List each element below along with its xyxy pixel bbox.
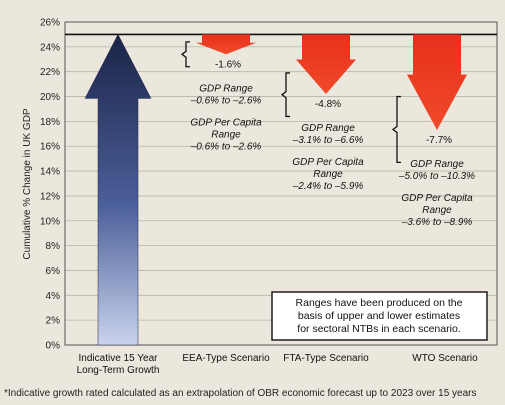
gdp-range-value: –5.0% to –10.3%	[398, 171, 475, 182]
decline-arrow	[196, 34, 256, 55]
x-tick-label: EEA-Type Scenario	[182, 353, 270, 364]
y-tick-label: 4%	[46, 291, 61, 302]
scenario-change-label: -7.7%	[426, 135, 452, 146]
x-tick-label: Long-Term Growth	[77, 365, 160, 376]
y-tick-label: 22%	[40, 67, 60, 78]
per-capita-range-title: Range	[422, 205, 452, 216]
y-tick-label: 8%	[46, 241, 61, 252]
y-tick-label: 14%	[40, 167, 60, 178]
gdp-range-title: GDP Range	[301, 123, 355, 134]
per-capita-range-value: –3.6% to –8.9%	[401, 217, 473, 228]
gdp-range-value: –3.1% to –6.6%	[292, 135, 364, 146]
gdp-range-title: GDP Range	[410, 159, 464, 170]
y-axis-label: Cumulative % Change in UK GDP	[22, 108, 33, 260]
y-tick-label: 26%	[40, 18, 60, 29]
range-bracket	[280, 72, 290, 118]
gdp-range-value: –0.6% to –2.6%	[190, 95, 262, 106]
range-bracket	[391, 95, 401, 164]
y-tick-label: 24%	[40, 42, 60, 53]
y-tick-label: 10%	[40, 216, 60, 227]
per-capita-range-title: Range	[211, 129, 241, 140]
footnote: *Indicative growth rated calculated as a…	[4, 388, 477, 399]
per-capita-range-title: GDP Per Capita	[190, 117, 262, 128]
decline-arrow	[296, 34, 356, 95]
y-tick-label: 0%	[46, 341, 61, 352]
y-tick-label: 20%	[40, 92, 60, 103]
per-capita-range-value: –0.6% to –2.6%	[190, 141, 262, 152]
x-tick-label: WTO Scenario	[412, 353, 478, 364]
per-capita-range-title: Range	[313, 169, 343, 180]
x-tick-label: FTA-Type Scenario	[283, 353, 369, 364]
annotation-text: Ranges have been produced on the	[296, 297, 463, 309]
chart-marks	[84, 33, 467, 346]
gdp-range-title: GDP Range	[199, 83, 253, 94]
per-capita-range-value: –2.4% to –5.9%	[292, 181, 364, 192]
decline-arrow	[407, 34, 467, 131]
annotation-text: for sectoral NTBs in each scenario.	[297, 323, 460, 335]
annotation-frame	[271, 291, 488, 341]
y-tick-label: 12%	[40, 191, 60, 202]
y-tick-label: 18%	[40, 117, 60, 128]
y-axis-ticks: 0% 2% 4% 6% 8% 10% 12% 14% 16% 18% 20% 22% 24% 26%	[40, 18, 60, 352]
per-capita-range-title: GDP Per Capita	[401, 193, 473, 204]
growth-arrow	[84, 33, 152, 346]
y-tick-label: 2%	[46, 316, 61, 327]
plot-frame	[64, 21, 498, 346]
y-tick-label: 16%	[40, 142, 60, 153]
range-bracket	[180, 41, 190, 68]
scenario-change-label: -4.8%	[315, 99, 341, 110]
x-tick-label: Indicative 15 Year	[79, 353, 159, 364]
annotation-text: basis of upper and lower estimates	[298, 310, 460, 322]
scenario-change-label: -1.6%	[215, 59, 241, 70]
per-capita-range-title: GDP Per Capita	[292, 157, 364, 168]
y-tick-label: 6%	[46, 266, 61, 277]
chart-labels: -1.6%GDP Range–0.6% to –2.6%GDP Per Capi…	[190, 59, 475, 228]
